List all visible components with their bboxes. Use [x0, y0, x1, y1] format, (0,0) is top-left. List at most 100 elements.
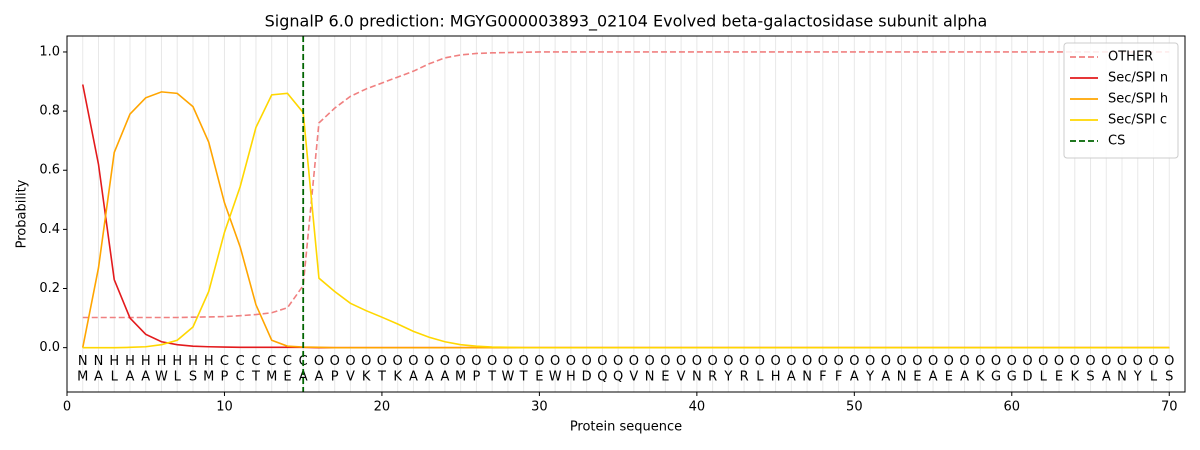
y-tick-label: 0.8 [39, 104, 60, 119]
legend-label: CS [1108, 134, 1125, 149]
residue: E [1055, 370, 1063, 385]
residue: P [221, 370, 229, 385]
region-label: O [566, 354, 576, 369]
region-label: O [1054, 354, 1064, 369]
region-label: O [833, 354, 843, 369]
region-label: O [707, 354, 717, 369]
residue: P [331, 370, 339, 385]
region-label: O [865, 354, 875, 369]
region-label: O [944, 354, 954, 369]
residue: K [393, 370, 402, 385]
region-label: O [534, 354, 544, 369]
residue: W [501, 370, 514, 385]
region-label: H [141, 354, 151, 369]
region-label: O [330, 354, 340, 369]
region-label: O [723, 354, 733, 369]
residue: R [708, 370, 717, 385]
residue: E [661, 370, 669, 385]
region-label: N [78, 354, 88, 369]
region-label: O [928, 354, 938, 369]
residue: M [203, 370, 214, 385]
series-line [81, 91, 1170, 349]
region-label: O [1164, 354, 1174, 369]
region-label: O [1007, 354, 1017, 369]
residue: N [1117, 370, 1127, 385]
region-label: O [818, 354, 828, 369]
residue: E [283, 370, 291, 385]
region-label: O [645, 354, 655, 369]
region-label: O [456, 354, 466, 369]
region-label: O [408, 354, 418, 369]
y-tick-label: 0.4 [39, 222, 60, 237]
residue: V [629, 370, 638, 385]
residue: L [1150, 370, 1158, 385]
legend-box [1063, 42, 1179, 159]
region-label: O [314, 354, 324, 369]
region-label: O [1038, 354, 1048, 369]
plot-frame [66, 35, 1186, 393]
region-label: O [377, 354, 387, 369]
residue: L [1040, 370, 1048, 385]
residue: Y [1133, 370, 1142, 385]
x-tick-label: 40 [689, 400, 706, 415]
residue: E [945, 370, 953, 385]
x-axis-label: Protein sequence [570, 420, 682, 435]
region-label: O [1133, 354, 1143, 369]
region-label: H [157, 354, 167, 369]
region-label: O [755, 354, 765, 369]
legend-label: OTHER [1108, 50, 1153, 65]
region-label: O [786, 354, 796, 369]
residue: F [819, 370, 826, 385]
residue: Y [865, 370, 874, 385]
residue: A [314, 370, 323, 385]
residue: A [94, 370, 103, 385]
residue: T [377, 370, 386, 385]
region-label: C [220, 354, 229, 369]
y-tick-label: 0.6 [39, 163, 60, 178]
residue: H [771, 370, 781, 385]
residue: V [677, 370, 686, 385]
region-label: O [660, 354, 670, 369]
residue: L [111, 370, 119, 385]
region-label: H [204, 354, 214, 369]
chart-title: SignalP 6.0 prediction: MGYG000003893_02… [265, 12, 988, 32]
region-label: O [849, 354, 859, 369]
region-label: O [550, 354, 560, 369]
x-tick-label: 0 [63, 400, 71, 415]
region-label: O [1148, 354, 1158, 369]
y-tick-label: 1.0 [39, 44, 60, 59]
residue: W [549, 370, 562, 385]
x-tick-label: 20 [374, 400, 391, 415]
region-label: O [802, 354, 812, 369]
residue: A [440, 370, 449, 385]
x-tick-label: 60 [1004, 400, 1021, 415]
legend-label: Sec/SPI n [1108, 71, 1168, 86]
region-label: C [283, 354, 292, 369]
residue: C [236, 370, 245, 385]
residue: A [881, 370, 890, 385]
residue: N [692, 370, 702, 385]
residue: S [1165, 370, 1173, 385]
residue: A [409, 370, 418, 385]
x-tick-label: 30 [531, 400, 548, 415]
residue: T [519, 370, 528, 385]
residue: A [960, 370, 969, 385]
region-label: O [393, 354, 403, 369]
region-label: H [172, 354, 182, 369]
residue: A [299, 370, 308, 385]
region-label: O [471, 354, 481, 369]
region-label: O [629, 354, 639, 369]
residue: E [535, 370, 543, 385]
residue: A [787, 370, 796, 385]
region-label: O [503, 354, 513, 369]
residue: S [189, 370, 197, 385]
region-label: O [912, 354, 922, 369]
x-tick-label: 10 [216, 400, 233, 415]
residue: D [1023, 370, 1033, 385]
residue: Q [613, 370, 623, 385]
residue: M [266, 370, 277, 385]
region-label: C [251, 354, 260, 369]
region-label: O [1101, 354, 1111, 369]
legend-label: Sec/SPI h [1108, 92, 1168, 107]
region-label: O [739, 354, 749, 369]
